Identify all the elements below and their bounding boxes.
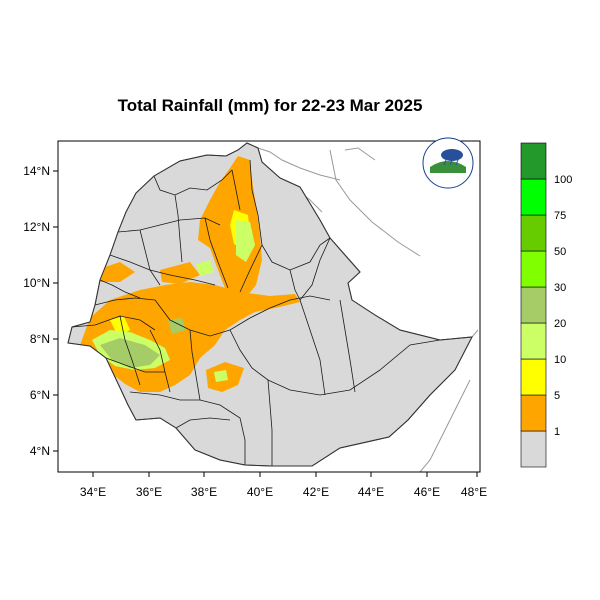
red-sea-coast	[329, 149, 421, 257]
somalia-coast-south	[419, 379, 471, 472]
legend-label: 30	[554, 282, 566, 294]
x-tick-label: 36°E	[136, 485, 162, 499]
legend-swatch	[520, 178, 547, 216]
legend-swatch	[520, 358, 547, 396]
legend-label: 50	[554, 246, 566, 258]
y-tick-label: 8°N	[30, 332, 50, 346]
yemen-coast	[344, 147, 376, 161]
legend-swatch	[520, 250, 547, 288]
legend-swatch	[520, 142, 547, 180]
x-tick-label: 44°E	[358, 485, 384, 499]
somalia-coast	[471, 329, 479, 338]
legend-swatch	[520, 214, 547, 252]
y-tick-label: 10°N	[23, 276, 50, 290]
y-tick-label: 12°N	[23, 220, 50, 234]
x-tick-label: 34°E	[80, 485, 106, 499]
map-title: Total Rainfall (mm) for 22-23 Mar 2025	[117, 96, 423, 115]
ethiopia-outline	[67, 142, 473, 467]
emi-logo	[422, 137, 474, 189]
color-legend: 1 5 10 20 30 50 75 100	[520, 142, 572, 468]
legend-swatch	[520, 322, 547, 360]
admin-boundaries	[71, 159, 441, 466]
x-tick-label: 40°E	[247, 485, 273, 499]
legend-swatch	[520, 286, 547, 324]
legend-label: 10	[554, 354, 566, 366]
eritrea-border	[257, 147, 341, 181]
x-tick-label: 38°E	[191, 485, 217, 499]
y-axis: 14°N 12°N 10°N 8°N 6°N 4°N	[23, 164, 58, 458]
legend-label: 75	[554, 210, 566, 222]
legend-label: 20	[554, 318, 566, 330]
legend-label: 5	[554, 390, 560, 402]
x-tick-label: 42°E	[303, 485, 329, 499]
rainfall-overlay	[80, 156, 300, 392]
y-tick-label: 4°N	[30, 444, 50, 458]
legend-swatch	[520, 430, 547, 468]
legend-label: 1	[554, 426, 560, 438]
x-tick-label: 48°E	[461, 485, 487, 499]
x-tick-label: 46°E	[414, 485, 440, 499]
y-tick-label: 6°N	[30, 388, 50, 402]
legend-label: 100	[554, 174, 572, 186]
x-axis: 34°E 36°E 38°E 40°E 42°E 44°E 46°E 48°E	[58, 471, 487, 499]
legend-swatch	[520, 394, 547, 432]
y-tick-label: 14°N	[23, 164, 50, 178]
